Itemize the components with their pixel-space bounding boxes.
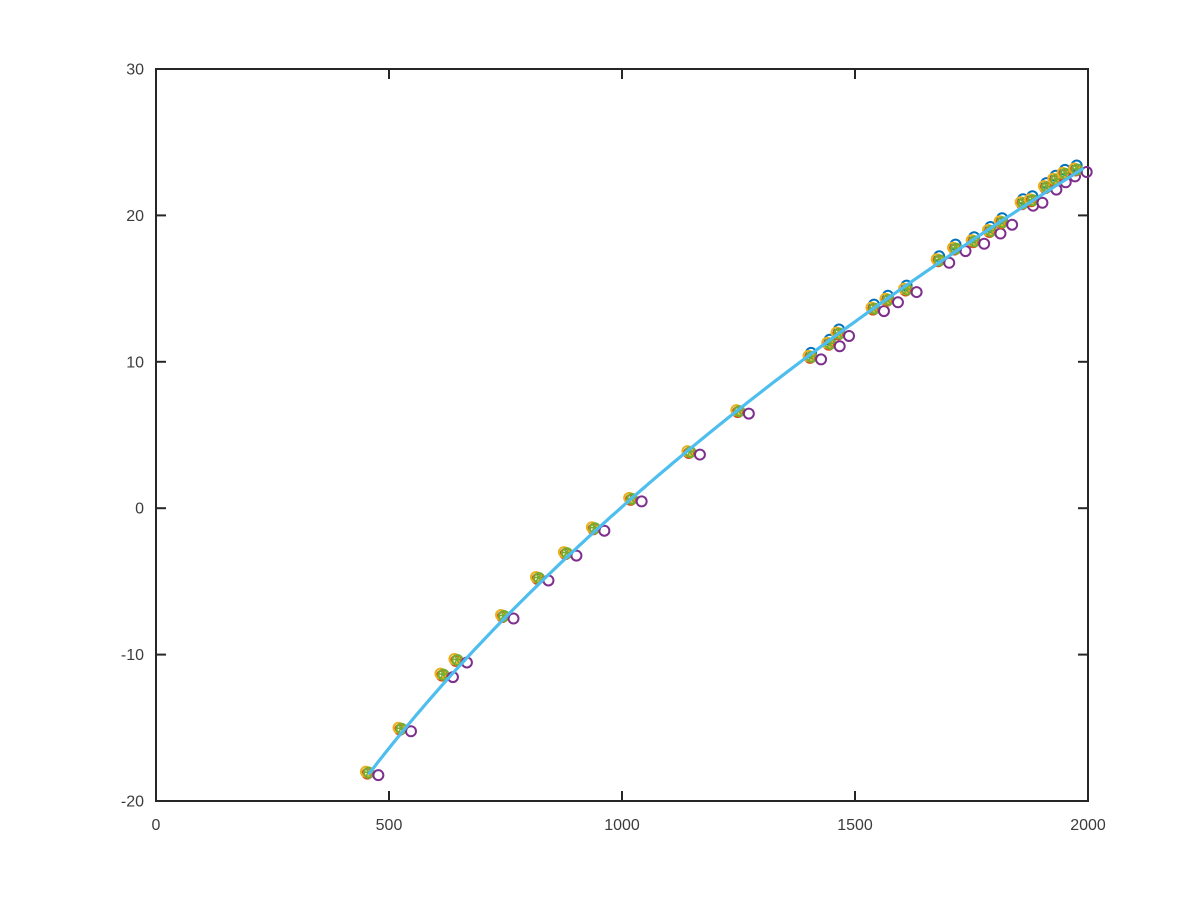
green-asterisk-marker — [1043, 181, 1050, 192]
purple-circle-marker — [693, 448, 706, 461]
green-asterisk-marker — [397, 723, 405, 733]
y-tick-label: 0 — [135, 501, 144, 518]
purple-circle-marker — [978, 237, 991, 250]
green-asterisk-marker — [500, 610, 507, 621]
y-tick-label: 10 — [126, 354, 144, 371]
x-tick-label: 2000 — [1070, 817, 1106, 834]
y-tick-label: 20 — [126, 208, 144, 225]
purple-circle-marker — [1036, 196, 1049, 209]
purple-circle-marker — [570, 549, 583, 562]
purple-circle-marker — [507, 612, 520, 625]
green-asterisk-marker — [1052, 174, 1059, 184]
x-tick-label: 500 — [376, 817, 403, 834]
purple-circle-marker — [598, 524, 611, 537]
purple-circle-marker — [910, 286, 923, 299]
green-asterisk-marker — [903, 284, 910, 294]
purple-circle-marker — [404, 725, 417, 738]
green-asterisk-marker — [439, 669, 447, 679]
x-tick-label: 0 — [152, 817, 161, 834]
purple-circle-marker — [1080, 166, 1093, 179]
green-asterisk-marker — [535, 572, 542, 583]
y-tick-label: -20 — [121, 794, 144, 811]
fit-curve — [367, 167, 1084, 775]
x-tick-label: 1000 — [604, 817, 640, 834]
green-asterisk-marker — [1061, 168, 1069, 179]
y-tick-label: -10 — [121, 647, 144, 664]
purple-circle-marker — [635, 495, 648, 508]
purple-circle-marker — [1006, 218, 1019, 231]
purple-circle-marker — [372, 769, 385, 782]
purple-circle-marker — [833, 340, 846, 353]
purple-circle-marker — [994, 227, 1007, 240]
purple-circle-marker — [877, 305, 890, 318]
y-tick-label: 30 — [126, 62, 144, 79]
purple-circle-marker — [843, 329, 856, 342]
purple-circle-marker — [891, 296, 904, 309]
x-tick-label: 1500 — [837, 817, 873, 834]
purple-circle-marker — [742, 407, 755, 420]
green-asterisk-marker — [591, 522, 598, 533]
green-asterisk-marker — [563, 547, 570, 558]
axes-box — [155, 68, 1089, 802]
green-asterisk-marker — [453, 654, 461, 665]
purple-circle-marker — [815, 353, 828, 366]
